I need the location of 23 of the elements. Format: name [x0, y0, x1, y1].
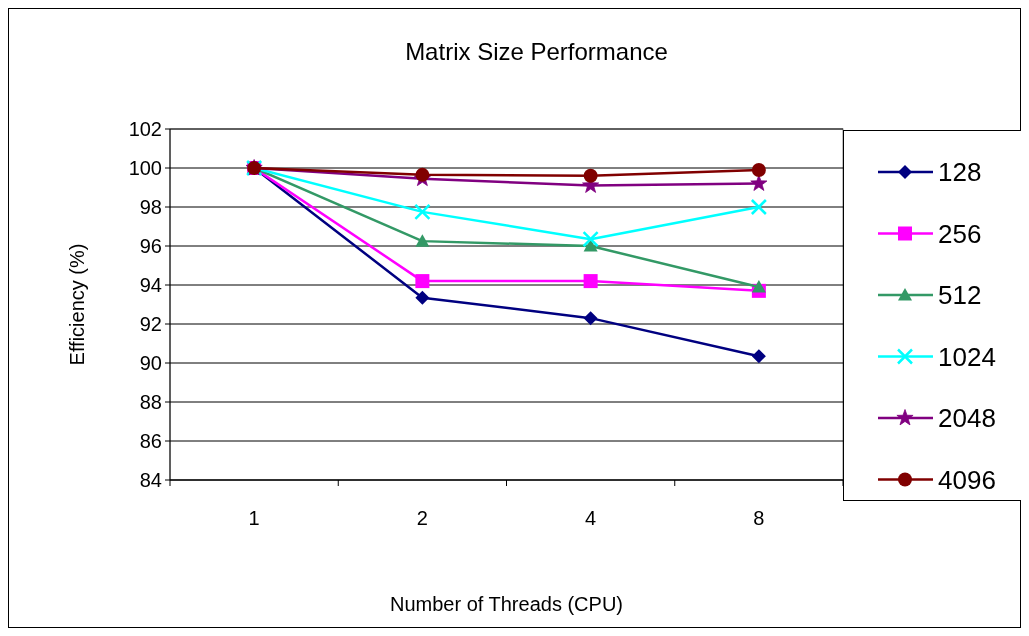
y-tick-label: 90	[139, 352, 162, 374]
y-tick-label: 98	[139, 196, 162, 218]
legend-label: 512	[938, 280, 982, 311]
legend-label: 1024	[938, 341, 996, 372]
legend-label: 4096	[938, 464, 996, 495]
y-tick-label: 92	[139, 313, 162, 335]
x-axis-title: Number of Threads (CPU)	[389, 593, 624, 615]
legend-label: 128	[938, 157, 982, 188]
x-tick-label: 4	[585, 507, 597, 529]
y-tick-label: 96	[139, 235, 162, 257]
y-axis-title: Efficiency (%)	[66, 243, 88, 366]
x-tick-label: 8	[753, 507, 765, 529]
y-tick-label: 94	[139, 274, 162, 296]
y-tick-label: 100	[128, 157, 162, 179]
legend-label: 256	[938, 218, 982, 249]
chart-title: Matrix Size Performance	[405, 38, 668, 65]
y-tick-label: 102	[128, 118, 162, 140]
legend-label: 2048	[938, 403, 996, 434]
x-tick-label: 2	[416, 507, 428, 529]
y-tick-label: 88	[139, 391, 162, 413]
y-tick-label: 84	[139, 469, 162, 491]
x-tick-label: 1	[248, 507, 260, 529]
y-tick-label: 86	[139, 430, 162, 452]
